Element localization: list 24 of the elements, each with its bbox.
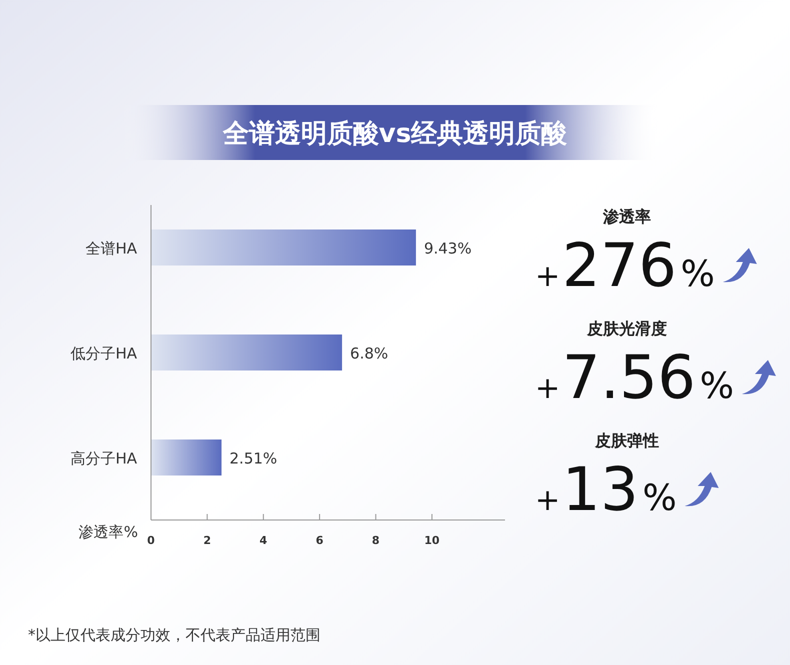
bar xyxy=(151,440,222,476)
text: 渗透率 xyxy=(602,207,651,226)
text: +276% xyxy=(535,231,715,301)
bar xyxy=(151,334,342,370)
bar xyxy=(151,230,416,266)
x-tick-label: 6 xyxy=(316,534,324,547)
chart-title: 全谱透明质酸vs经典透明质酸 xyxy=(222,119,568,149)
text: 皮肤弹性 xyxy=(594,431,659,450)
y-tick-label: 全谱HA xyxy=(85,240,138,258)
data-label: 9.43% xyxy=(424,240,472,258)
text: +13% xyxy=(535,455,677,525)
x-tick-label: 8 xyxy=(372,534,380,547)
text: 皮肤光滑度 xyxy=(586,319,667,338)
data-label: 6.8% xyxy=(350,344,388,362)
x-axis-title: 渗透率% xyxy=(78,523,138,541)
x-tick-label: 0 xyxy=(147,534,156,547)
y-tick-label: 低分子HA xyxy=(70,344,138,362)
x-tick-label: 10 xyxy=(424,534,440,547)
text: *以上仅代表成分功效，不代表产品适用范围 xyxy=(28,626,320,644)
x-tick-label: 4 xyxy=(260,534,268,547)
y-tick-label: 高分子HA xyxy=(70,450,138,468)
x-tick-label: 2 xyxy=(203,534,212,547)
data-label: 2.51% xyxy=(230,450,278,468)
text: +7.56% xyxy=(535,343,734,413)
